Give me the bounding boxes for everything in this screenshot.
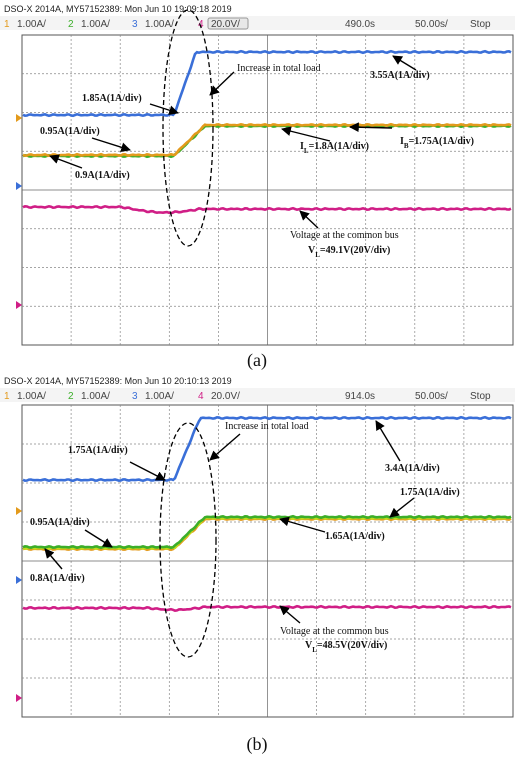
channel-number: 2 — [68, 19, 74, 30]
annotation: 0.95A(1A/div) — [30, 517, 90, 528]
channel-number: 2 — [68, 391, 74, 402]
channel-scale: 1.00A/ — [81, 391, 110, 402]
channel-scale: 1.00A/ — [17, 19, 46, 30]
time-position: 490.0s — [345, 19, 375, 30]
channel-scale: 1.00A/ — [17, 391, 46, 402]
annotation: 1.75A(1A/div) — [400, 487, 460, 498]
annotation-part: =1.75A(1A/div) — [409, 136, 474, 147]
annotation-part: =49.1V(20V/div) — [320, 245, 390, 256]
annotation: Increase in total load — [225, 421, 309, 432]
figure: DSO-X 2014A, MY57152389: Mon Jun 10 19:0… — [0, 0, 515, 775]
time-scale: 50.00s/ — [415, 19, 448, 30]
channel-number: 3 — [132, 391, 138, 402]
annotation: 0.95A(1A/div) — [40, 126, 100, 137]
scope-header: DSO-X 2014A, MY57152389: Mon Jun 10 19:0… — [4, 4, 232, 14]
channel-marker — [16, 301, 22, 309]
channel-marker — [16, 576, 22, 584]
channel-marker — [16, 114, 22, 122]
annotation: Voltage at the common bus — [290, 230, 399, 241]
channel-scale: 20.0V/ — [211, 391, 240, 402]
channel-marker — [16, 507, 22, 515]
annotation: Increase in total load — [237, 63, 321, 74]
page: {"panels": [ {"header": "DSO-X 2014A, MY… — [0, 0, 515, 775]
channel-marker — [16, 182, 22, 190]
annotation: 3.4A(1A/div) — [385, 463, 440, 474]
channel-scale: 1.00A/ — [81, 19, 110, 30]
scope-header: DSO-X 2014A, MY57152389: Mon Jun 10 20:1… — [4, 376, 232, 386]
panel-caption: (b) — [247, 734, 268, 755]
channel-number: 4 — [198, 391, 204, 402]
channel-scale: 1.00A/ — [145, 391, 174, 402]
time-scale: 50.00s/ — [415, 391, 448, 402]
annotation: 1.85A(1A/div) — [82, 93, 142, 104]
annotation: Voltage at the common bus — [280, 626, 389, 637]
arrow — [350, 127, 392, 128]
channel-number: 1 — [4, 391, 10, 402]
channel-number: 3 — [132, 19, 138, 30]
channel-number: 1 — [4, 19, 10, 30]
run-status: Stop — [470, 19, 491, 30]
annotation-part: =48.5V(20V/div) — [317, 640, 387, 651]
annotation: 0.8A(1A/div) — [30, 573, 85, 584]
channel-number: 4 — [198, 19, 204, 30]
annotation-part: =1.8A(1A/div) — [309, 141, 369, 152]
annotation: 1.65A(1A/div) — [325, 531, 385, 542]
channel-scale: 1.00A/ — [145, 19, 174, 30]
run-status: Stop — [470, 391, 491, 402]
channel-scale: 20.0V/ — [211, 19, 240, 30]
annotation: 1.75A(1A/div) — [68, 445, 128, 456]
annotation: 0.9A(1A/div) — [75, 170, 130, 181]
panel-caption: (a) — [247, 350, 267, 371]
channel-marker — [16, 694, 22, 702]
time-position: 914.0s — [345, 391, 375, 402]
annotation: 3.55A(1A/div) — [370, 70, 430, 81]
